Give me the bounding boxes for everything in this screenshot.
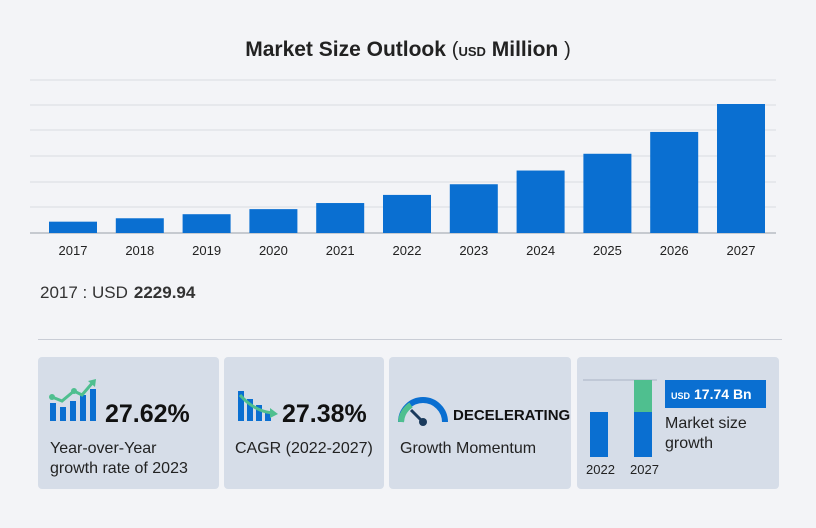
cagr-value: 27.38% [282,400,367,428]
bar-2021 [316,203,365,233]
yoy-desc: Year-over-Year growth rate of 2023 [50,439,188,479]
growth-year-end: 2027 [630,462,659,477]
bar-2027 [717,104,765,233]
growth-card: 2022 2027 Market size growth [577,357,779,489]
growth-desc-line2: growth [665,435,714,452]
momentum-desc: Growth Momentum [400,440,537,457]
bar-2023 [449,184,498,233]
growth-desc-line1: Market size [665,415,747,432]
yoy-desc-line2: growth rate of 2023 [50,460,188,477]
x-tick-label: 2022 [393,243,422,258]
yoy-value: 27.62% [105,400,190,428]
x-tick-label: 2023 [459,243,488,258]
bar-2019 [182,214,231,233]
momentum-status: DECELERATING [453,407,571,424]
cagr-card: 27.38% CAGR (2022-2027) [224,357,384,489]
bar-2020 [249,209,298,233]
title-scale: Million [491,38,559,61]
x-tick-label: 2027 [727,243,756,258]
mini-bar-2022 [590,412,608,457]
bar-growth-icon [49,379,96,421]
x-tick-label: 2024 [526,243,555,258]
x-tick-label: 2025 [593,243,622,258]
x-tick-label: 2021 [326,243,355,258]
chart-title: Market Size Outlook (USD Million ) [0,38,816,62]
divider [38,339,782,340]
growth-badge-unit: USD [671,391,691,401]
yoy-desc-line1: Year-over-Year [50,440,157,457]
yoy-card: 27.62% Year-over-Year growth rate of 202… [38,357,219,489]
x-tick-label: 2018 [125,243,154,258]
bar-2022 [383,194,431,233]
growth-mini-chart [583,379,657,457]
bar-2024 [516,170,565,233]
mini-bar-2027-increment [634,380,652,412]
bar-2025 [583,153,632,233]
title-unit: USD [458,44,486,59]
cagr-desc: CAGR (2022-2027) [235,440,373,457]
growth-desc: Market size growth [665,414,747,454]
growth-badge: USD 17.74 Bn [665,380,766,408]
title-main: Market Size Outlook [245,38,446,61]
gauge-icon [398,397,448,426]
growth-badge-value: 17.74 Bn [694,386,752,402]
bar-2018 [115,218,164,233]
mini-bar-2027-base [634,412,652,457]
momentum-card: DECELERATING Growth Momentum [389,357,571,489]
title-paren-close: ) [564,39,571,61]
baseline-value: 2017 : USD 2229.94 [40,283,195,303]
bar-2026 [650,131,699,233]
growth-year-start: 2022 [586,462,615,477]
x-tick-label: 2019 [192,243,221,258]
title-paren-open: ( [451,39,459,61]
x-tick-label: 2020 [259,243,288,258]
bar-chart: 2017 2018 2019 2020 2021 2022 2023 2024 2025 2026… [30,79,776,258]
x-tick-label: 2017 [59,243,88,258]
x-tick-label: 2026 [660,243,689,258]
baseline-number: 2229.94 [133,283,196,302]
baseline-label: 2017 : USD [40,283,128,302]
bar-decline-icon [238,391,278,421]
bar-2017 [49,221,97,233]
